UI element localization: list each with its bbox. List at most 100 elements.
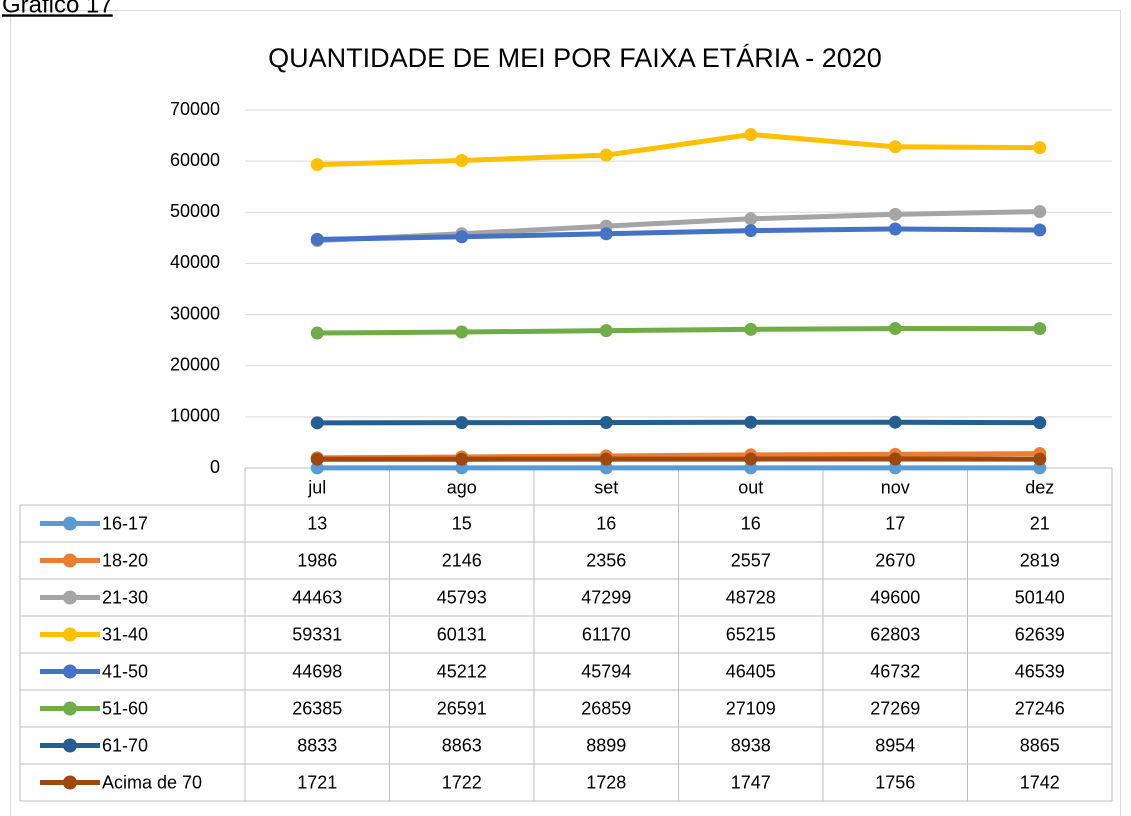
x-tick-label: out [738, 477, 763, 497]
data-point [455, 325, 469, 339]
data-point [744, 415, 758, 429]
table-value: 17 [885, 513, 905, 533]
table-value: 1721 [297, 772, 337, 792]
table-value: 2146 [442, 550, 482, 570]
legend-key-marker [63, 516, 77, 531]
data-point [310, 158, 324, 172]
table-value: 8833 [297, 735, 337, 755]
chart-title: QUANTIDADE DE MEI POR FAIXA ETÁRIA - 202… [268, 43, 882, 73]
table-value: 2557 [731, 550, 771, 570]
data-point [888, 461, 902, 475]
table-value: 26385 [292, 698, 342, 718]
data-point [888, 207, 902, 221]
data-point [310, 326, 324, 340]
table-value: 21 [1030, 513, 1050, 533]
series-line [317, 131, 1040, 168]
data-point [744, 127, 758, 141]
table-value: 8938 [731, 735, 771, 755]
table-value: 8865 [1020, 735, 1060, 755]
data-point [744, 224, 758, 238]
data-point [888, 140, 902, 154]
data-point [888, 222, 902, 236]
data-point [455, 153, 469, 167]
table-value: 47299 [581, 587, 631, 607]
data-point [888, 452, 902, 466]
table-value: 27109 [726, 698, 776, 718]
y-tick-label: 10000 [170, 406, 220, 426]
data-point [1033, 452, 1047, 466]
legend-label: 31-40 [102, 624, 148, 644]
data-point [599, 227, 613, 241]
legend-key-marker [63, 738, 77, 753]
data-point [1033, 322, 1047, 336]
table-value: 46539 [1015, 661, 1065, 681]
table-value: 50140 [1015, 587, 1065, 607]
x-tick-label: dez [1025, 477, 1054, 497]
table-value: 44463 [292, 587, 342, 607]
table-value: 44698 [292, 661, 342, 681]
y-tick-label: 70000 [170, 99, 220, 119]
data-point [455, 452, 469, 466]
table-value: 26591 [437, 698, 487, 718]
series-line [317, 419, 1040, 426]
x-tick-label: set [594, 477, 618, 497]
table-value: 2670 [875, 550, 915, 570]
data-point [455, 416, 469, 430]
data-point [310, 416, 324, 430]
legend-key-marker [63, 701, 77, 716]
x-tick-label: nov [881, 477, 910, 497]
table-value: 1747 [731, 772, 771, 792]
table-value: 46405 [726, 661, 776, 681]
legend-label: 41-50 [102, 661, 148, 681]
caption: Gráfico 17 [2, 0, 113, 18]
table-value: 27269 [870, 698, 920, 718]
table-value: 61170 [582, 624, 631, 644]
x-tick-label: jul [307, 477, 326, 497]
y-tick-label: 30000 [170, 303, 220, 323]
y-tick-label: 0 [210, 457, 220, 477]
table-value: 26859 [581, 698, 631, 718]
legend-label: 18-20 [102, 550, 148, 570]
table-value: 2819 [1020, 550, 1060, 570]
y-tick-label: 20000 [170, 354, 220, 374]
table-value: 27246 [1015, 698, 1065, 718]
legend-label: 61-70 [102, 735, 148, 755]
table-value: 1742 [1020, 772, 1060, 792]
table-value: 13 [307, 513, 327, 533]
table-value: 16 [596, 513, 616, 533]
data-point [599, 148, 613, 162]
data-point [888, 415, 902, 429]
table-value: 62639 [1015, 624, 1065, 644]
legend-label: 16-17 [102, 513, 148, 533]
legend-key-marker [63, 775, 77, 790]
table-value: 60131 [437, 624, 487, 644]
data-point [599, 324, 613, 338]
data-point [744, 212, 758, 226]
data-point [1033, 223, 1047, 237]
legend-key-marker [63, 664, 77, 679]
table-value: 16 [741, 513, 761, 533]
data-point [455, 230, 469, 244]
table-value: 8899 [586, 735, 626, 755]
data-point [1033, 141, 1047, 155]
table-value: 45212 [437, 661, 487, 681]
table-value: 62803 [870, 624, 920, 644]
data-point [310, 232, 324, 246]
y-tick-label: 40000 [170, 252, 220, 272]
data-point [310, 452, 324, 466]
table-value: 45793 [437, 587, 487, 607]
data-point [888, 322, 902, 336]
data-point [599, 415, 613, 429]
series-line [317, 326, 1040, 336]
legend-label: 51-60 [102, 698, 148, 718]
table-value: 2356 [586, 550, 626, 570]
legend-label: Acima de 70 [102, 772, 202, 792]
table-value: 65215 [726, 624, 776, 644]
legend-key-marker [63, 590, 77, 605]
y-tick-label: 60000 [170, 150, 220, 170]
table-value: 1722 [442, 772, 482, 792]
data-point [1033, 416, 1047, 430]
table-value: 8954 [875, 735, 915, 755]
table-value: 46732 [870, 661, 920, 681]
